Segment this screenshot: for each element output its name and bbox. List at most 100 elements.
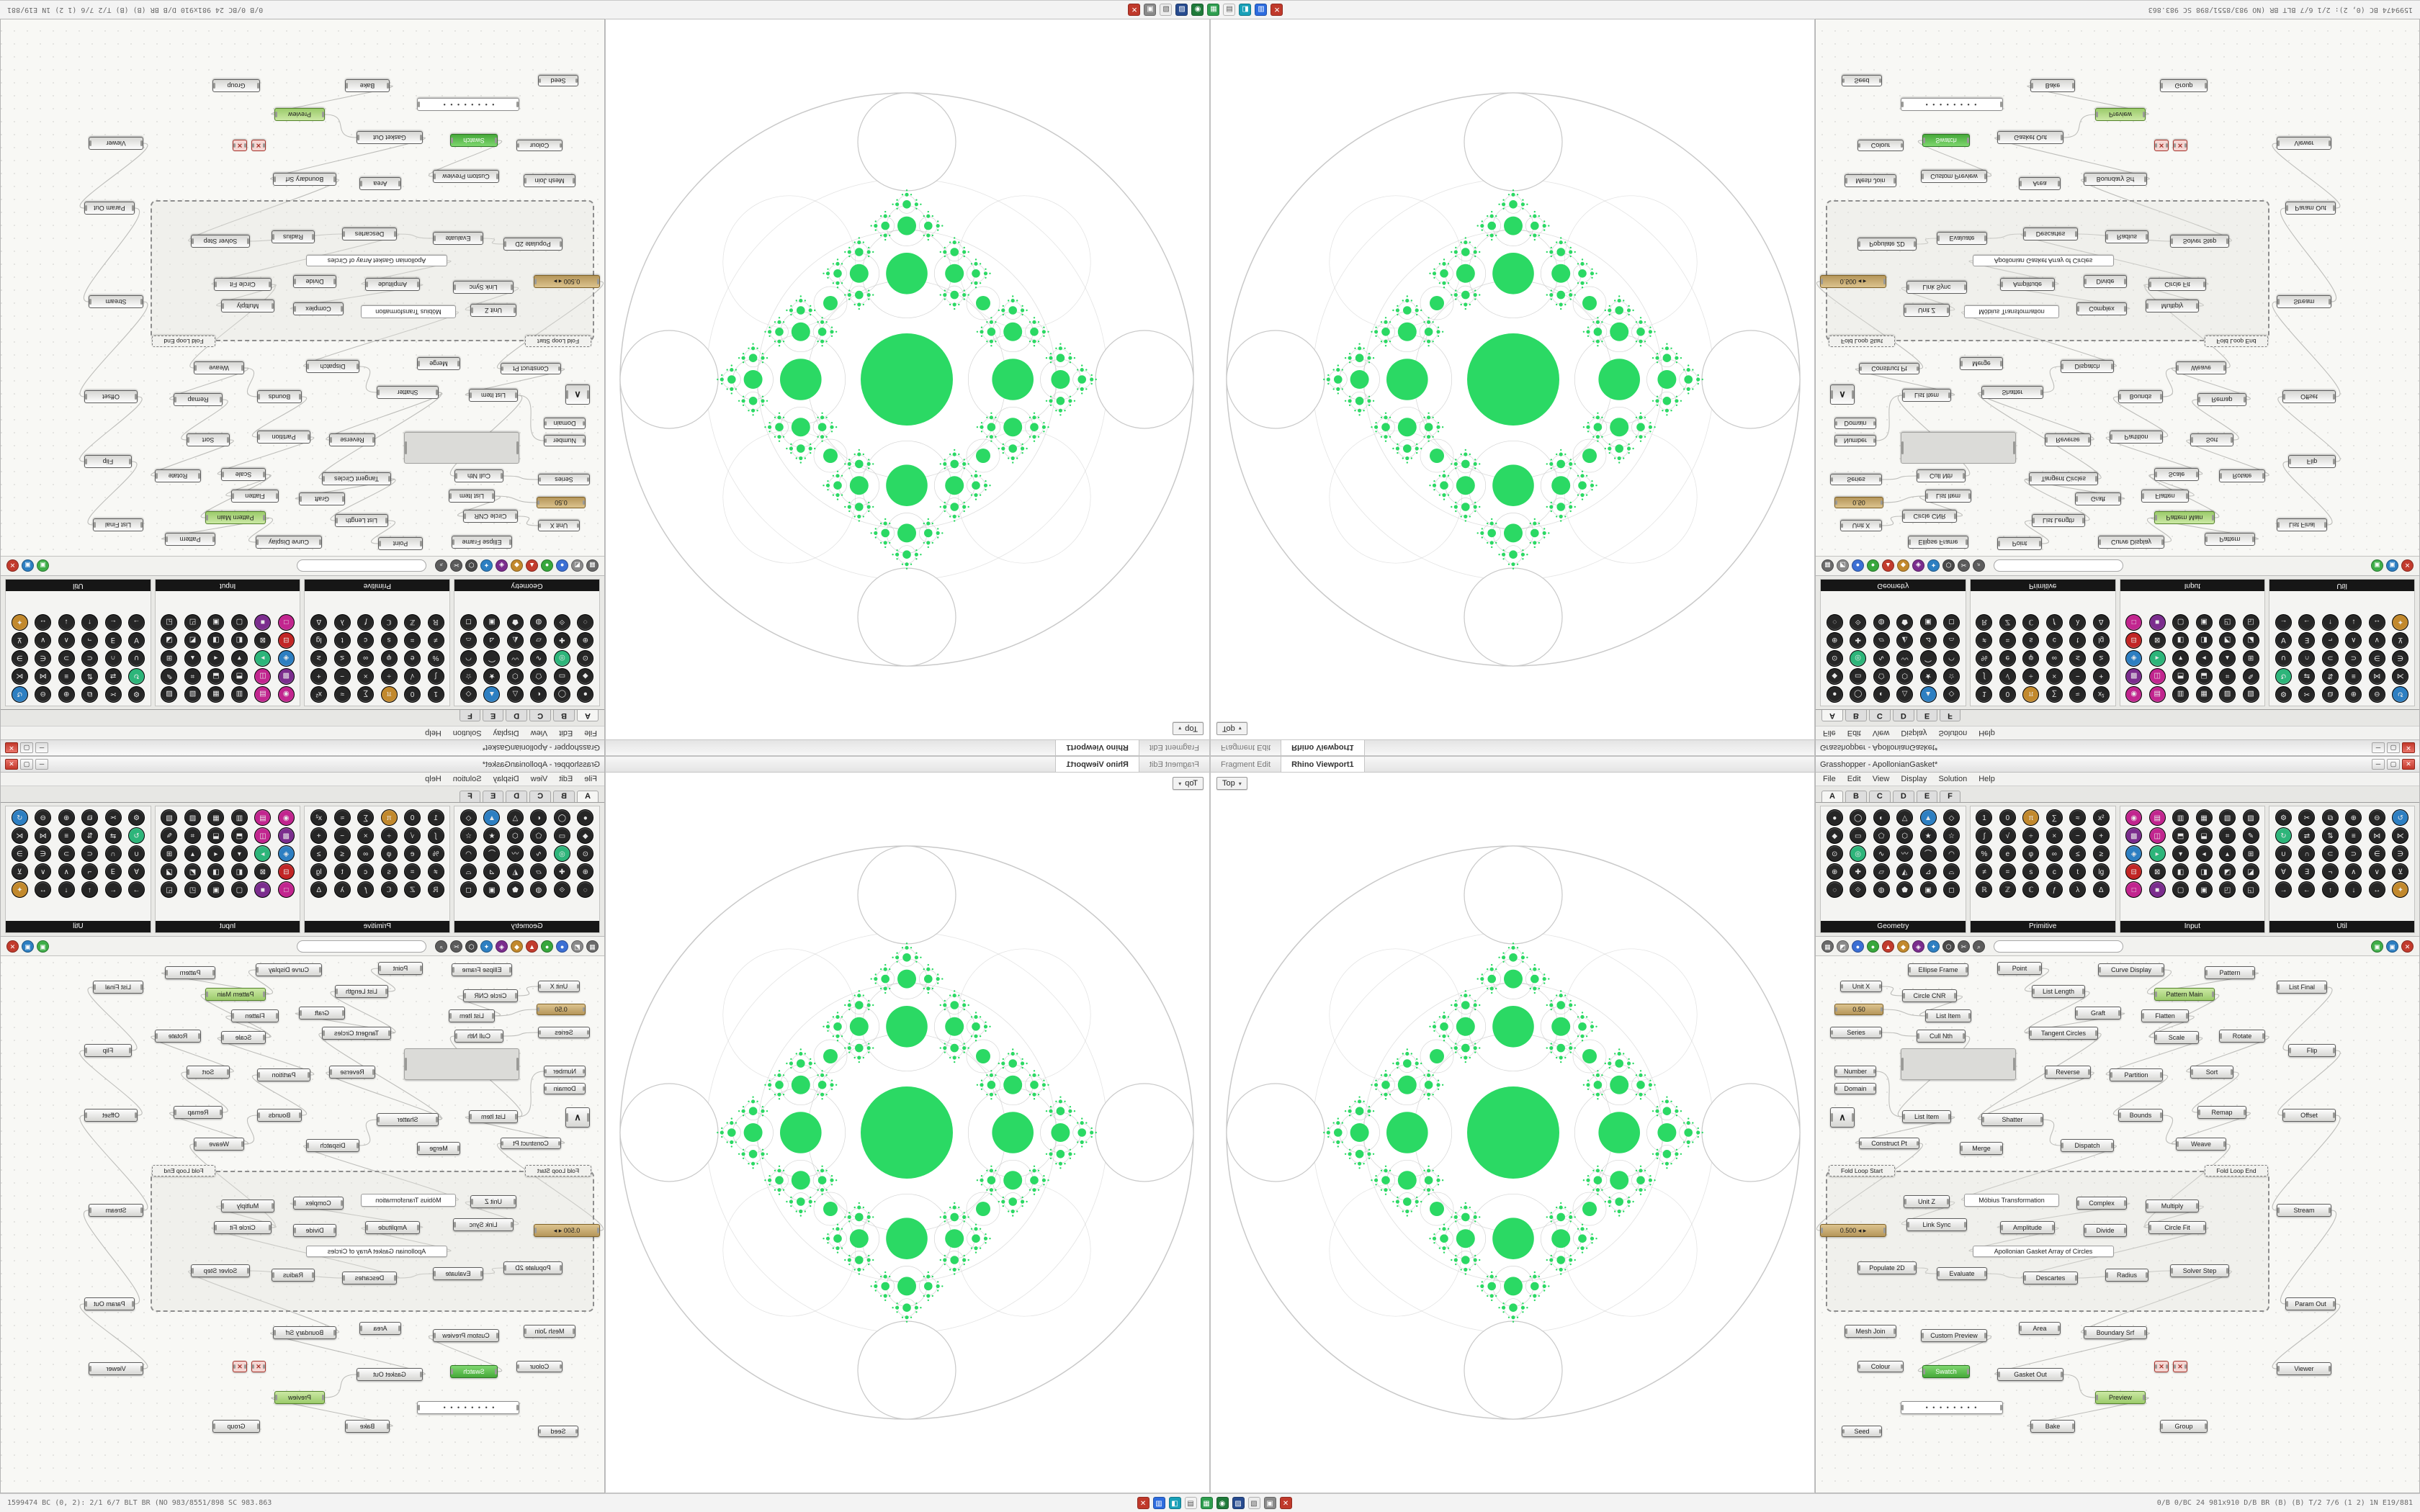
geometry-component-icon[interactable]: ⊿	[1919, 632, 1937, 649]
gh-node[interactable]: Multiply	[221, 300, 274, 312]
util-component-icon[interactable]: ⋉	[2392, 827, 2409, 844]
input-component-icon[interactable]: ◫	[2148, 668, 2166, 685]
geometry-component-icon[interactable]: ◠	[1943, 845, 1960, 862]
ribbon-tab-a[interactable]: A	[577, 710, 599, 721]
gh-node[interactable]: Unit Z	[1904, 304, 1950, 317]
geometry-component-icon[interactable]: ⊕	[1826, 632, 1843, 649]
geometry-component-icon[interactable]: ▱	[1873, 863, 1890, 880]
gh-node[interactable]: Evaluate	[433, 232, 483, 245]
input-component-icon[interactable]: ◈	[2125, 650, 2143, 667]
gh-node[interactable]: • • • • • • • •	[417, 98, 519, 111]
toolbar-right-icon-2[interactable]: ✕	[6, 559, 19, 572]
util-component-icon[interactable]: ⋈	[2368, 668, 2385, 685]
util-component-icon[interactable]: ∨	[2368, 632, 2385, 649]
input-component-icon[interactable]: ▴	[184, 845, 201, 862]
view-mode-dropdown[interactable]: Top ▾	[1173, 777, 1204, 790]
close-red2-icon[interactable]: ✕	[1279, 1497, 1292, 1509]
geometry-component-icon[interactable]: ⬡	[506, 668, 524, 685]
primitive-component-icon[interactable]: ∑	[2045, 809, 2063, 826]
input-component-icon[interactable]: ⌗	[184, 827, 201, 844]
util-component-icon[interactable]: ∧	[58, 632, 75, 649]
gh-node[interactable]: Apollonian Gasket Array of Circles	[1973, 1246, 2114, 1257]
util-component-icon[interactable]: ¬	[2321, 863, 2339, 880]
gh-node[interactable]: Colour	[1857, 1361, 1904, 1372]
gh-node[interactable]: Evaluate	[433, 1267, 483, 1280]
geometry-component-icon[interactable]: ⊙	[1826, 650, 1843, 667]
input-component-icon[interactable]: ⬓	[2195, 668, 2213, 685]
primitive-component-icon[interactable]: =	[1999, 863, 2016, 880]
gh-node[interactable]: ✕	[251, 1361, 266, 1372]
input-component-icon[interactable]: ◪	[2242, 632, 2259, 649]
gh-node[interactable]: 0.50	[1834, 1004, 1883, 1015]
gh-node[interactable]: Offset	[84, 390, 138, 403]
gh-node[interactable]: Sort	[2190, 433, 2233, 446]
toolbar-icon-6[interactable]: ◈	[1912, 940, 1924, 953]
util-component-icon[interactable]: ⊖	[2368, 686, 2385, 703]
primitive-component-icon[interactable]: t	[333, 863, 351, 880]
viewport-tab-fragment-edit[interactable]: Fragment Edit	[1211, 740, 1282, 755]
geometry-component-icon[interactable]: ⊿	[483, 632, 501, 649]
gh-node[interactable]: Flip	[84, 1044, 132, 1057]
toolbar-icon-9[interactable]: ✂	[450, 940, 462, 953]
gh-node[interactable]: Divide	[2084, 1224, 2127, 1237]
toolbar-icon-10[interactable]: ⌕	[1973, 940, 1985, 953]
geometry-component-icon[interactable]: ▭	[1850, 668, 1867, 685]
toolbar-icon-1[interactable]: ◩	[571, 559, 583, 572]
gh-canvas[interactable]: Ellipse Frame Unit X Point Curve Display Pat…	[1816, 19, 2419, 556]
gh-node[interactable]: Cull Nth	[1917, 469, 1966, 482]
menu-display[interactable]: Display	[493, 729, 519, 737]
geometry-component-icon[interactable]: 〰	[1896, 845, 1914, 862]
gh-node[interactable]: Remap	[2197, 1106, 2246, 1119]
util-component-icon[interactable]: →	[128, 614, 145, 631]
geometry-component-icon[interactable]: ⌒	[483, 650, 501, 667]
input-component-icon[interactable]: ■	[254, 881, 272, 898]
input-component-icon[interactable]: ◩	[2219, 632, 2236, 649]
gh-node[interactable]: Sort	[2190, 1066, 2233, 1079]
close-button[interactable]: ✕	[5, 759, 18, 770]
input-component-icon[interactable]: ▥	[230, 809, 248, 826]
gh-node[interactable]: Unit X	[1840, 520, 1882, 531]
viewport-tab-fragment-edit[interactable]: Fragment Edit	[1138, 757, 1209, 772]
gh-node[interactable]: ∧	[565, 1107, 590, 1128]
ribbon-tab-b[interactable]: B	[1845, 710, 1867, 721]
primitive-component-icon[interactable]: ÷	[2022, 827, 2040, 844]
gh-node[interactable]: Divide	[293, 1224, 336, 1237]
geometry-component-icon[interactable]: ⬡	[1896, 827, 1914, 844]
toolbar-icon-3[interactable]: ●	[1867, 559, 1879, 572]
ribbon-tab-e[interactable]: E	[1916, 710, 1938, 721]
gh-node[interactable]	[404, 432, 519, 464]
primitive-component-icon[interactable]: ∞	[2045, 650, 2063, 667]
geometry-component-icon[interactable]: ⬠	[1873, 827, 1890, 844]
gh-node[interactable]: Bake	[345, 1420, 390, 1433]
ribbon-tab-b[interactable]: B	[553, 710, 575, 721]
primitive-component-icon[interactable]: ≈	[333, 686, 351, 703]
toolbar-right-icon-0[interactable]: ▣	[37, 559, 49, 572]
util-component-icon[interactable]: ⇄	[2298, 827, 2316, 844]
gh-node[interactable]: Amplitude	[365, 1221, 420, 1234]
panel-title[interactable]: Util	[6, 580, 151, 591]
geometry-component-icon[interactable]: ▣	[1919, 881, 1937, 898]
gh-canvas[interactable]: Ellipse Frame Unit X Point Curve Display Pat…	[1, 956, 604, 1493]
gh-node[interactable]: Circle Fit	[2148, 278, 2206, 291]
primitive-component-icon[interactable]: λ	[2069, 881, 2087, 898]
toolbar-icon-4[interactable]: ▲	[1882, 940, 1894, 953]
panel-title[interactable]: Input	[2120, 921, 2265, 932]
gh-node[interactable]: Tangent Circles	[322, 472, 391, 485]
geometry-component-icon[interactable]: ●	[577, 809, 594, 826]
gh-node[interactable]: Point	[378, 537, 423, 550]
geometry-component-icon[interactable]: ⊕	[577, 863, 594, 880]
gh-node[interactable]: Pattern Main	[205, 988, 266, 1001]
input-component-icon[interactable]: ⌗	[2219, 668, 2236, 685]
geometry-component-icon[interactable]: ◠	[460, 650, 477, 667]
primitive-component-icon[interactable]: s	[2022, 863, 2040, 880]
util-component-icon[interactable]: ∈	[2368, 845, 2385, 862]
primitive-component-icon[interactable]: t	[2069, 863, 2087, 880]
primitive-component-icon[interactable]: %	[1976, 650, 1993, 667]
geometry-component-icon[interactable]: ◎	[1850, 845, 1867, 862]
primitive-component-icon[interactable]: Δ	[2092, 881, 2110, 898]
input-component-icon[interactable]: ▧	[184, 809, 201, 826]
toolbar-icon-8[interactable]: ⬡	[1942, 940, 1955, 953]
viewport-tab-rhino[interactable]: Rhino Viewport1	[1281, 740, 1365, 755]
util-component-icon[interactable]: ↔	[2368, 881, 2385, 898]
util-component-icon[interactable]: ⚙	[2275, 809, 2292, 826]
